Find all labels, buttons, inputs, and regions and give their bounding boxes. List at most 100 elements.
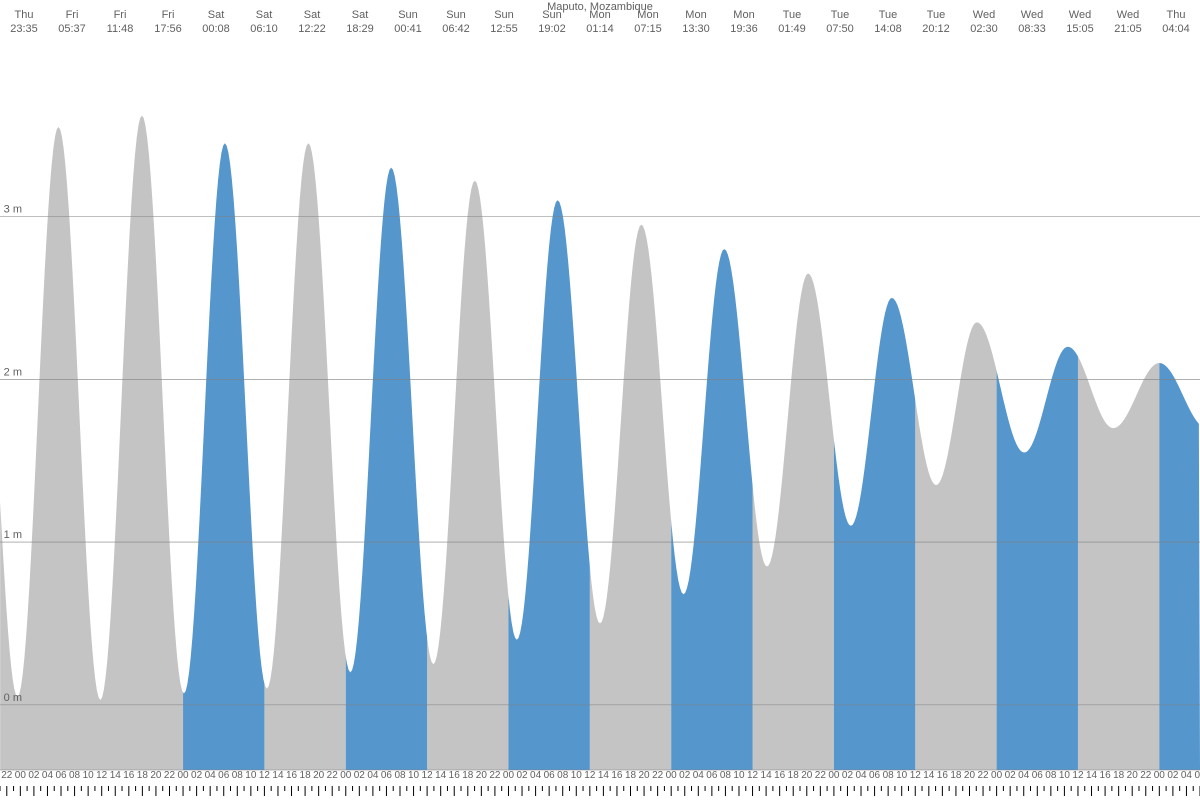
header-day: Wed bbox=[1021, 9, 1043, 21]
header-time: 07:50 bbox=[826, 23, 854, 35]
hour-label: 08 bbox=[394, 770, 406, 781]
header-time: 02:30 bbox=[970, 23, 998, 35]
y-axis-label: 3 m bbox=[4, 204, 22, 216]
hour-label: 00 bbox=[1154, 770, 1166, 781]
header-time: 05:37 bbox=[58, 23, 86, 35]
hour-label: 20 bbox=[639, 770, 651, 781]
hour-label: 12 bbox=[259, 770, 271, 781]
hour-label: 04 bbox=[42, 770, 54, 781]
y-axis-label: 2 m bbox=[4, 366, 22, 378]
hour-label: 22 bbox=[327, 770, 339, 781]
header-time: 00:08 bbox=[202, 23, 230, 35]
hour-label: 10 bbox=[896, 770, 908, 781]
header-day: Mon bbox=[637, 9, 658, 21]
header-time: 11:48 bbox=[107, 23, 134, 35]
header-time: 01:49 bbox=[778, 23, 806, 35]
header-day: Fri bbox=[162, 9, 175, 21]
header-day: Sat bbox=[352, 9, 369, 21]
header-day: Wed bbox=[1069, 9, 1091, 21]
hour-label: 14 bbox=[923, 770, 935, 781]
header-day: Wed bbox=[973, 9, 995, 21]
hour-label: 18 bbox=[625, 770, 637, 781]
tide-chart: 0 m1 m2 m3 mMaputo, MozambiqueThu23:35Fr… bbox=[0, 0, 1200, 800]
header-day: Fri bbox=[66, 9, 79, 21]
hour-label: 12 bbox=[910, 770, 922, 781]
header-day: Fri bbox=[114, 9, 127, 21]
hour-label: 20 bbox=[476, 770, 488, 781]
hour-label: 00 bbox=[666, 770, 678, 781]
hour-label: 04 bbox=[1018, 770, 1030, 781]
hour-label: 02 bbox=[516, 770, 528, 781]
hour-label: 18 bbox=[1113, 770, 1125, 781]
header-day: Mon bbox=[589, 9, 610, 21]
header-day: Wed bbox=[1117, 9, 1139, 21]
hour-label: 14 bbox=[272, 770, 284, 781]
header-time: 01:14 bbox=[586, 23, 614, 35]
hour-label: 22 bbox=[1, 770, 13, 781]
hour-label: 04 bbox=[1181, 770, 1193, 781]
hour-label: 10 bbox=[1059, 770, 1071, 781]
hour-label: 06 bbox=[218, 770, 230, 781]
header-time: 17:56 bbox=[154, 23, 182, 35]
hour-label: 02 bbox=[191, 770, 203, 781]
hour-label: 06 bbox=[55, 770, 67, 781]
header-day: Mon bbox=[733, 9, 754, 21]
header-time: 14:08 bbox=[874, 23, 902, 35]
header-time: 08:33 bbox=[1018, 23, 1046, 35]
hour-label: 16 bbox=[286, 770, 298, 781]
header-day: Sun bbox=[542, 9, 562, 21]
hour-label: 10 bbox=[571, 770, 583, 781]
header-time: 04:04 bbox=[1162, 23, 1190, 35]
hour-label: 14 bbox=[598, 770, 610, 781]
hour-label: 14 bbox=[435, 770, 447, 781]
hour-label: 16 bbox=[611, 770, 623, 781]
hour-label: 06 bbox=[381, 770, 393, 781]
y-axis-label: 1 m bbox=[4, 529, 22, 541]
hour-label: 20 bbox=[313, 770, 325, 781]
hour-label: 06 bbox=[869, 770, 881, 781]
hour-label: 10 bbox=[408, 770, 420, 781]
hour-label: 06 bbox=[706, 770, 718, 781]
hour-label: 14 bbox=[1086, 770, 1098, 781]
hour-label: 10 bbox=[245, 770, 257, 781]
hour-label: 18 bbox=[137, 770, 149, 781]
hour-label: 06 bbox=[544, 770, 556, 781]
hour-label: 14 bbox=[761, 770, 773, 781]
hour-label: 20 bbox=[964, 770, 976, 781]
header-time: 06:42 bbox=[442, 23, 470, 35]
header-time: 19:36 bbox=[730, 23, 758, 35]
header-day: Sat bbox=[208, 9, 225, 21]
y-axis-label: 0 m bbox=[4, 692, 22, 704]
hour-label: 00 bbox=[340, 770, 352, 781]
header-day: Thu bbox=[1167, 9, 1186, 21]
header-time: 07:15 bbox=[634, 23, 662, 35]
header-day: Tue bbox=[831, 9, 850, 21]
hour-label: 02 bbox=[679, 770, 691, 781]
hour-label: 20 bbox=[1127, 770, 1139, 781]
header-time: 15:05 bbox=[1066, 23, 1094, 35]
hour-label: 04 bbox=[855, 770, 867, 781]
header-day: Sun bbox=[398, 9, 418, 21]
hour-label: 12 bbox=[584, 770, 596, 781]
hour-label: 22 bbox=[489, 770, 501, 781]
header-day: Mon bbox=[685, 9, 706, 21]
header-day: Sat bbox=[304, 9, 321, 21]
hour-label: 00 bbox=[991, 770, 1003, 781]
hour-label: 04 bbox=[530, 770, 542, 781]
hour-label: 16 bbox=[1100, 770, 1112, 781]
header-day: Sun bbox=[494, 9, 514, 21]
hour-label: 22 bbox=[815, 770, 827, 781]
hour-label: 06 bbox=[1194, 770, 1200, 781]
header-time: 21:05 bbox=[1114, 23, 1142, 35]
hour-label: 08 bbox=[720, 770, 732, 781]
hour-label: 12 bbox=[96, 770, 108, 781]
hour-label: 12 bbox=[747, 770, 759, 781]
header-day: Tue bbox=[783, 9, 802, 21]
hour-label: 00 bbox=[177, 770, 189, 781]
hour-label: 18 bbox=[950, 770, 962, 781]
hour-label: 22 bbox=[1140, 770, 1152, 781]
hour-label: 08 bbox=[69, 770, 81, 781]
hour-label: 12 bbox=[422, 770, 434, 781]
hour-label: 18 bbox=[462, 770, 474, 781]
header-time: 13:30 bbox=[682, 23, 710, 35]
